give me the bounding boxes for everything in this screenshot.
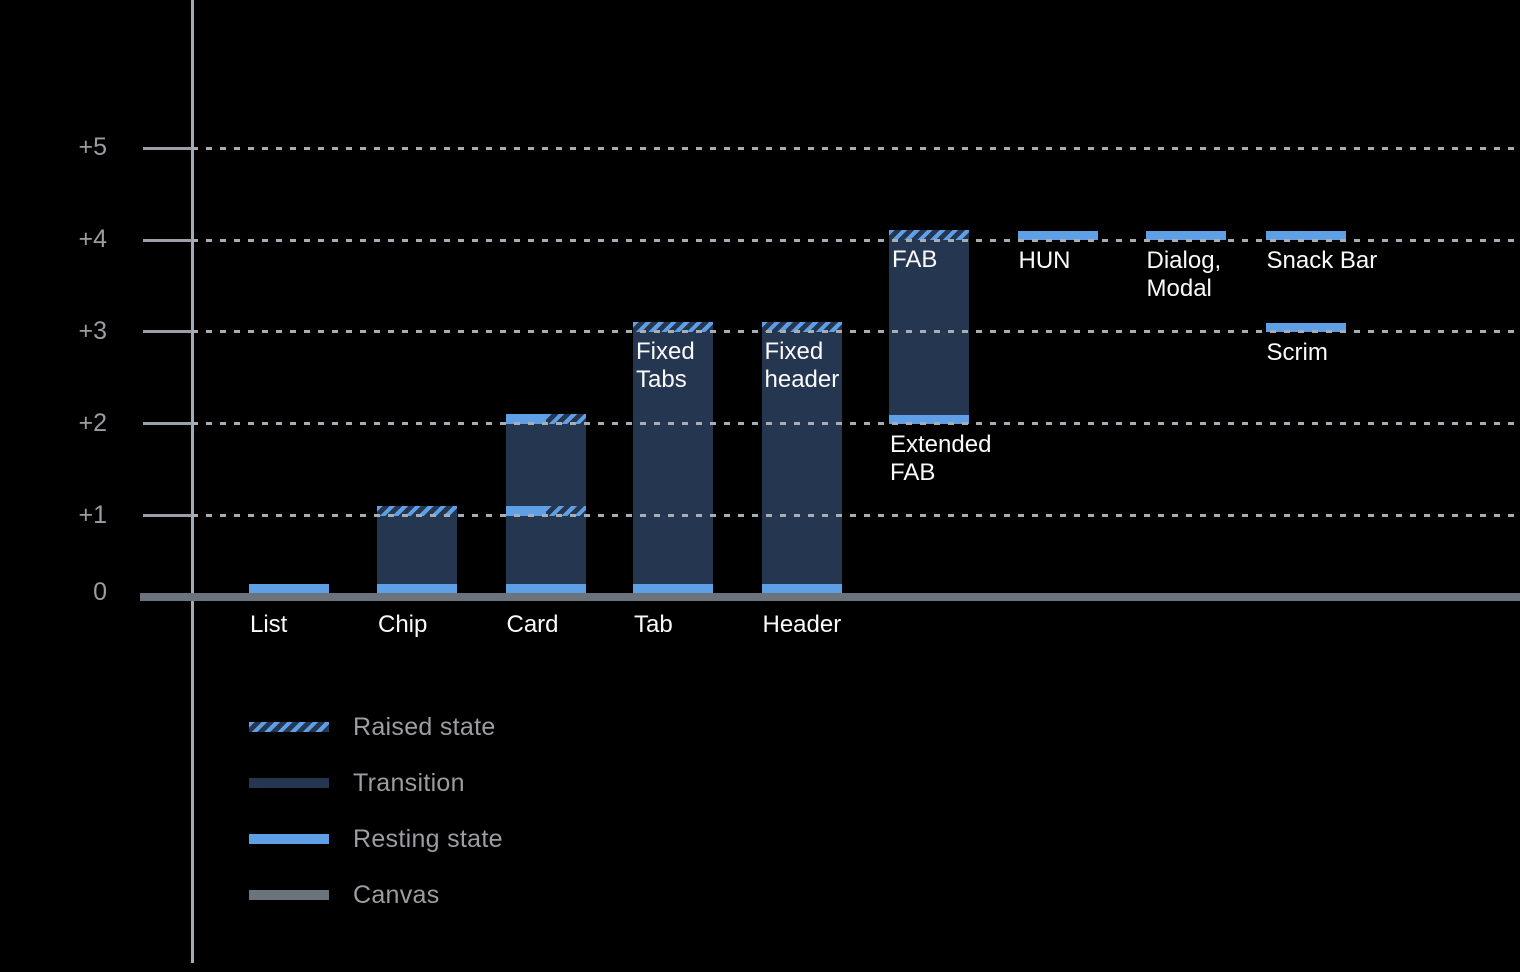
canvas-zero-line: [140, 593, 1520, 601]
y-axis-line: [191, 0, 194, 963]
y-tick-+4: [143, 238, 192, 242]
bar-raised-Tab: [633, 321, 713, 332]
bar-axis-label-Header: Header: [762, 611, 842, 638]
bar-raised-FAB: [889, 230, 969, 240]
legend-row-canvas: Canvas: [249, 881, 503, 909]
legend-row-raised-state: Raised state: [249, 713, 503, 741]
bar-resting-HUN: [1017, 231, 1098, 240]
bar-below-label-HUN: HUN: [1018, 247, 1071, 274]
y-tick-label-0: 0: [93, 578, 107, 606]
legend-row-transition: Transition: [249, 769, 503, 797]
bar-resting-Tab: [633, 584, 713, 593]
bar-below-label-Snack Bar: Snack Bar: [1266, 247, 1378, 274]
raised-state-swatch-icon: [249, 722, 329, 732]
y-tick-+5: [143, 146, 192, 150]
y-tick-label-+5: +5: [78, 133, 107, 161]
gridline-+2: [192, 422, 1520, 425]
bar-inner-label-Tab: Fixed Tabs: [636, 337, 695, 393]
gridline-+1: [192, 514, 1520, 517]
legend-label-raised-state: Raised state: [353, 712, 496, 741]
gridline-+4: [192, 238, 1520, 242]
resting-state-swatch-icon: [249, 834, 329, 844]
legend: Raised state Transition Resting state Ca…: [249, 713, 503, 937]
bar-inner-label-FAB: FAB: [892, 246, 938, 273]
legend-label-resting-state: Resting state: [353, 824, 503, 853]
bar-resting-Header: [761, 584, 842, 593]
bar-resting-FAB: [889, 414, 969, 424]
bar-resting-Card-l2: [505, 414, 546, 424]
bar-resting-Chip: [377, 584, 457, 593]
bar-resting-Card-l1: [505, 506, 546, 516]
bar-axis-label-Chip: Chip: [378, 611, 428, 638]
y-tick-label-+3: +3: [78, 316, 107, 345]
bar-transition-Header: [761, 331, 842, 593]
legend-label-canvas: Canvas: [353, 880, 440, 909]
bar-raised-Header: [761, 321, 842, 332]
bar-transition-Chip: [377, 515, 457, 593]
canvas-swatch-icon: [249, 890, 329, 900]
bar-resting-Card: [505, 584, 586, 593]
bar-inner-label-Header: Fixed header: [764, 337, 840, 393]
bar-resting-Snack Bar: [1265, 231, 1346, 240]
transition-swatch-icon: [249, 778, 329, 788]
legend-label-transition: Transition: [353, 768, 465, 797]
bar-raised-Card-l2: [545, 414, 586, 424]
y-tick-+3: [143, 330, 192, 333]
y-tick-label-+4: +4: [78, 225, 107, 253]
bar-resting-List: [249, 584, 329, 593]
y-tick-label-+1: +1: [78, 500, 107, 529]
gridline-+5: [192, 146, 1520, 150]
bar-transition-Tab: [633, 331, 713, 593]
bar-below-label-Dialog, Modal: Dialog, Modal: [1146, 247, 1222, 302]
bar-axis-label-List: List: [250, 611, 288, 638]
bar-resting-Dialog, Modal: [1145, 231, 1226, 240]
bar-axis-label-Card: Card: [506, 611, 559, 638]
bar-raised-Card-l1: [545, 506, 586, 516]
bar-axis-label-Tab: Tab: [634, 611, 673, 638]
y-tick-+1: [143, 514, 192, 517]
bar-below-label-FAB: Extended FAB: [890, 430, 992, 486]
legend-row-resting-state: Resting state: [249, 825, 503, 853]
gridline-+3: [192, 330, 1520, 333]
bar-raised-Chip: [377, 505, 457, 516]
bar-resting-Scrim: [1265, 322, 1346, 332]
y-tick-+2: [143, 422, 192, 425]
y-tick-label-+2: +2: [78, 408, 107, 437]
bar-below-label-Scrim: Scrim: [1266, 338, 1328, 366]
